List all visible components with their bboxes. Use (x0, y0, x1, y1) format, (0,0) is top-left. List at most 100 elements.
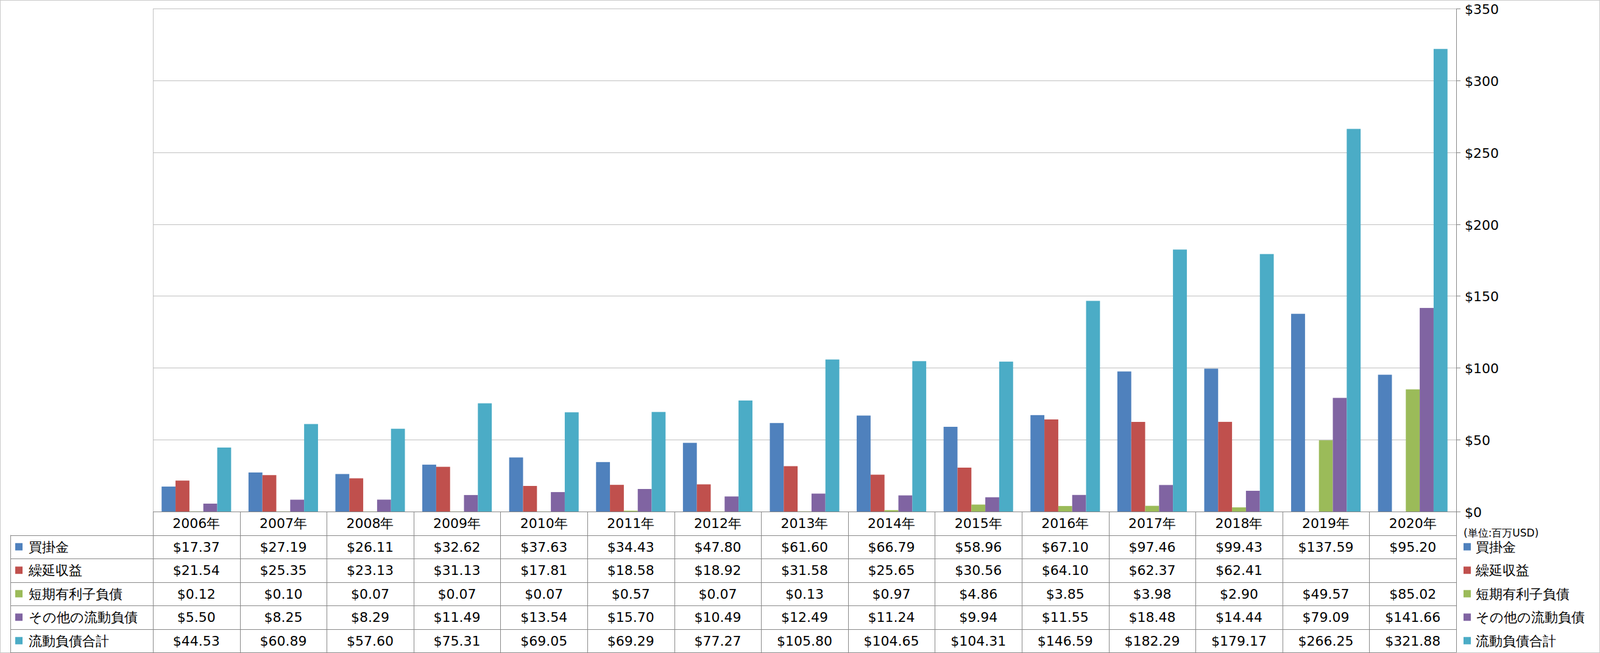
bar (609, 484, 624, 512)
legend-key (15, 636, 23, 645)
table-line (10, 651, 1457, 653)
category-label: 2007年 (259, 515, 308, 531)
bar (1246, 490, 1261, 512)
table-value: $0.57 (611, 586, 651, 602)
table-line (413, 511, 415, 652)
category-label: 2013年 (781, 515, 829, 531)
tick-mark (1456, 295, 1461, 297)
table-value: $321.88 (1384, 633, 1441, 649)
table-value: $0.13 (785, 586, 824, 602)
table-value: $0.07 (438, 586, 477, 602)
bar (363, 510, 378, 512)
table-value: $0.07 (698, 586, 737, 602)
grid-line (152, 80, 1457, 82)
bar (1172, 249, 1187, 512)
table-line (1282, 511, 1284, 652)
table-value: $13.54 (520, 609, 568, 625)
table-line (152, 511, 1457, 512)
table-value: $30.56 (954, 562, 1002, 578)
table-value: $47.80 (693, 539, 741, 555)
bar (1131, 421, 1146, 512)
table-value: $15.70 (607, 609, 655, 625)
table-value: $0.07 (350, 586, 390, 602)
bar (1405, 389, 1420, 512)
bar (1433, 48, 1448, 512)
bar (811, 493, 826, 512)
table-value: $10.49 (693, 609, 741, 625)
bar (262, 474, 277, 512)
table-line (10, 628, 1457, 630)
legend-key (1463, 566, 1471, 574)
table-value: $85.02 (1389, 586, 1437, 602)
table-value: $3.85 (1046, 586, 1085, 602)
category-label: 2019年 (1302, 515, 1350, 531)
table-line (848, 511, 849, 652)
bars (161, 48, 1448, 512)
legend-key (1463, 589, 1471, 598)
legend-label: 繰延収益 (1475, 562, 1530, 578)
table-value: $104.65 (863, 633, 920, 649)
y-tick-label: $150 (1464, 288, 1499, 305)
table-value: $18.58 (607, 562, 655, 578)
category-label: 2012年 (693, 515, 742, 531)
category-label: 2008年 (346, 515, 395, 531)
y-tick-label: $200 (1464, 217, 1499, 233)
bar (189, 510, 204, 512)
row-label: 流動負債合計 (28, 633, 110, 649)
bar (1030, 414, 1045, 512)
row-label: 買掛金 (28, 539, 69, 555)
y-tick-label: $350 (1464, 1, 1499, 18)
bar (957, 467, 972, 512)
bar (697, 483, 712, 512)
bar (971, 504, 986, 512)
legend-label: 短期有利子負債 (1475, 586, 1570, 602)
bar (1346, 128, 1361, 512)
legend-key (1463, 542, 1471, 551)
table-value: $23.13 (346, 562, 394, 578)
table-value: $69.29 (607, 633, 655, 649)
bar (522, 485, 537, 512)
bar (1378, 374, 1393, 512)
table-line (761, 511, 762, 652)
y-tick-label: $100 (1464, 360, 1499, 376)
row-label: 繰延収益 (28, 562, 83, 578)
bar (1144, 505, 1159, 512)
bar (623, 510, 638, 512)
unit-label: (単位:百万USD) (1463, 526, 1539, 539)
table-line (326, 511, 328, 652)
table-line (10, 534, 11, 653)
legend-label: その他の流動負債 (1475, 609, 1585, 625)
table-line (674, 511, 676, 652)
bar (1319, 439, 1334, 512)
legend-key (1463, 612, 1471, 621)
table-value: $37.63 (520, 539, 568, 555)
category-label: 2014年 (867, 515, 916, 531)
bar (856, 415, 871, 512)
table-value: $8.25 (263, 609, 303, 625)
category-label: 2009年 (433, 515, 481, 531)
bar (1117, 371, 1132, 512)
table-value: $18.92 (693, 562, 741, 578)
tick-mark (1456, 439, 1461, 440)
bar (1086, 300, 1101, 512)
y-axis-line (1456, 8, 1457, 512)
legend-label: 買掛金 (1475, 539, 1516, 555)
bar (422, 464, 437, 512)
bar (1217, 421, 1232, 512)
table-value: $31.58 (781, 562, 829, 578)
bar (377, 499, 392, 512)
bar (797, 510, 812, 512)
tick-mark (1456, 80, 1461, 82)
table-value: $0.10 (263, 586, 303, 602)
table-value: $60.89 (259, 633, 307, 649)
y-tick-label: $0 (1464, 504, 1482, 520)
table-value: $62.37 (1128, 562, 1176, 578)
table-value: $57.60 (346, 633, 394, 649)
table-value: $11.49 (433, 609, 481, 625)
bar (1260, 254, 1275, 512)
bar (710, 510, 725, 512)
table-line (10, 534, 1457, 536)
table-value: $99.43 (1215, 539, 1263, 555)
bar (724, 495, 739, 512)
row-label: 短期有利子負債 (28, 586, 123, 602)
